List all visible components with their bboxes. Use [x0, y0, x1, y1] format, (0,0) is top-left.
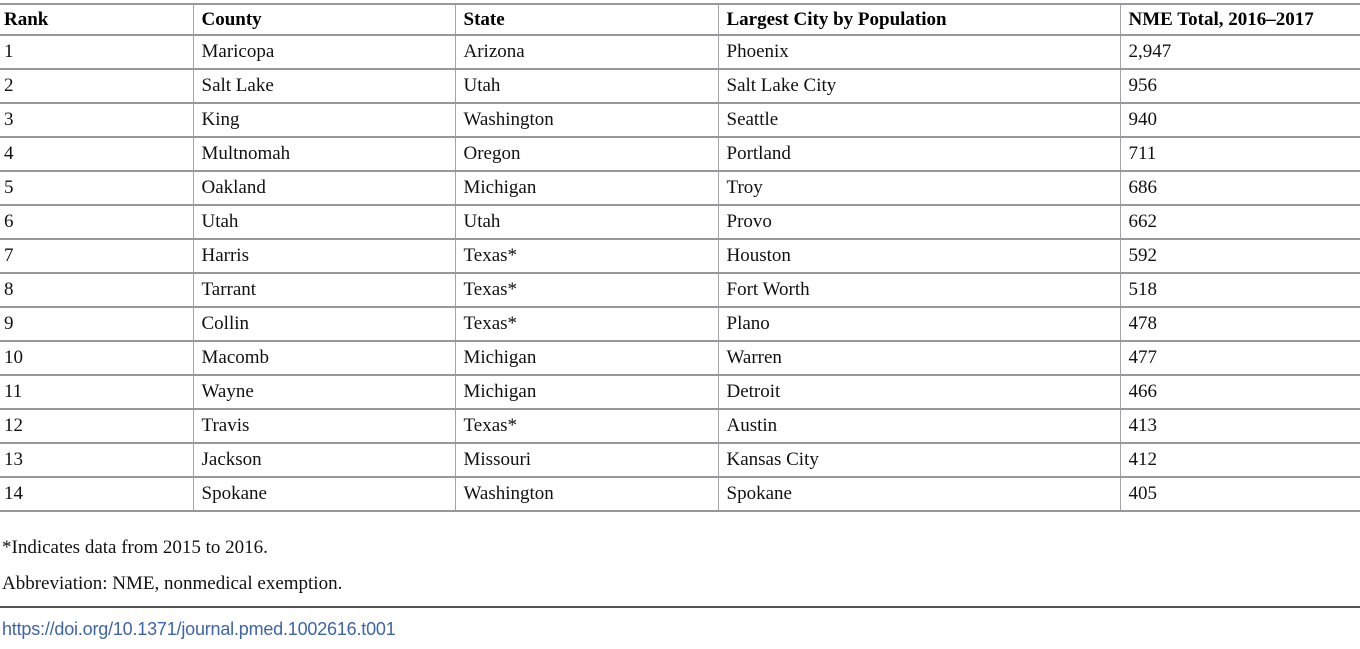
cell-county: Multnomah — [192, 137, 455, 172]
cell-county: Wayne — [192, 375, 455, 410]
cell-largest-city: Seattle — [717, 103, 1120, 138]
cell-state: Arizona — [454, 35, 718, 70]
header-row: Rank County State Largest City by Popula… — [0, 3, 1360, 36]
cell-rank: 5 — [0, 171, 193, 206]
table-row: 8 Tarrant Texas* Fort Worth 518 — [0, 273, 1360, 308]
cell-nme-total: 940 — [1119, 103, 1360, 138]
cell-nme-total: 686 — [1119, 171, 1360, 206]
table-row: 12 Travis Texas* Austin 413 — [0, 409, 1360, 444]
col-header-county: County — [192, 3, 455, 36]
cell-state: Texas* — [454, 239, 718, 274]
cell-largest-city: Plano — [717, 307, 1120, 342]
table-row: 13 Jackson Missouri Kansas City 412 — [0, 443, 1360, 478]
cell-state: Michigan — [454, 341, 718, 376]
col-header-state: State — [454, 3, 718, 36]
cell-nme-total: 2,947 — [1119, 35, 1360, 70]
cell-largest-city: Troy — [717, 171, 1120, 206]
table-row: 3 King Washington Seattle 940 — [0, 103, 1360, 138]
cell-rank: 7 — [0, 239, 193, 274]
cell-state: Texas* — [454, 273, 718, 308]
cell-rank: 12 — [0, 409, 193, 444]
cell-nme-total: 405 — [1119, 477, 1360, 512]
cell-nme-total: 518 — [1119, 273, 1360, 308]
cell-largest-city: Austin — [717, 409, 1120, 444]
table-row: 5 Oakland Michigan Troy 686 — [0, 171, 1360, 206]
cell-rank: 1 — [0, 35, 193, 70]
cell-county: Maricopa — [192, 35, 455, 70]
cell-rank: 2 — [0, 69, 193, 104]
table-row: 9 Collin Texas* Plano 478 — [0, 307, 1360, 342]
cell-nme-total: 412 — [1119, 443, 1360, 478]
cell-state: Texas* — [454, 409, 718, 444]
table-footnotes: *Indicates data from 2015 to 2016. Abbre… — [0, 530, 1360, 602]
cell-largest-city: Phoenix — [717, 35, 1120, 70]
cell-state: Utah — [454, 205, 718, 240]
cell-nme-total: 477 — [1119, 341, 1360, 376]
cell-rank: 3 — [0, 103, 193, 138]
cell-rank: 6 — [0, 205, 193, 240]
cell-state: Michigan — [454, 171, 718, 206]
cell-rank: 14 — [0, 477, 193, 512]
cell-rank: 9 — [0, 307, 193, 342]
table-row: 14 Spokane Washington Spokane 405 — [0, 477, 1360, 512]
divider-rule — [0, 606, 1360, 608]
cell-rank: 13 — [0, 443, 193, 478]
cell-rank: 11 — [0, 375, 193, 410]
table-body: 1 Maricopa Arizona Phoenix 2,947 2 Salt … — [0, 35, 1360, 512]
cell-county: King — [192, 103, 455, 138]
doi-link[interactable]: https://doi.org/10.1371/journal.pmed.100… — [2, 619, 396, 639]
cell-county: Oakland — [192, 171, 455, 206]
cell-largest-city: Portland — [717, 137, 1120, 172]
cell-county: Salt Lake — [192, 69, 455, 104]
cell-rank: 10 — [0, 341, 193, 376]
cell-largest-city: Fort Worth — [717, 273, 1120, 308]
table-row: 4 Multnomah Oregon Portland 711 — [0, 137, 1360, 172]
cell-state: Michigan — [454, 375, 718, 410]
cell-nme-total: 592 — [1119, 239, 1360, 274]
cell-state: Washington — [454, 103, 718, 138]
cell-largest-city: Salt Lake City — [717, 69, 1120, 104]
cell-county: Harris — [192, 239, 455, 274]
cell-nme-total: 956 — [1119, 69, 1360, 104]
nme-county-table: Rank County State Largest City by Popula… — [0, 3, 1360, 512]
cell-state: Oregon — [454, 137, 718, 172]
col-header-largest-city: Largest City by Population — [717, 3, 1120, 36]
cell-state: Washington — [454, 477, 718, 512]
cell-county: Travis — [192, 409, 455, 444]
cell-county: Collin — [192, 307, 455, 342]
cell-county: Utah — [192, 205, 455, 240]
cell-nme-total: 711 — [1119, 137, 1360, 172]
cell-nme-total: 478 — [1119, 307, 1360, 342]
cell-nme-total: 413 — [1119, 409, 1360, 444]
cell-state: Missouri — [454, 443, 718, 478]
table-header: Rank County State Largest City by Popula… — [0, 3, 1360, 36]
table-row: 1 Maricopa Arizona Phoenix 2,947 — [0, 35, 1360, 70]
footnote-abbreviation: Abbreviation: NME, nonmedical exemption. — [2, 573, 343, 594]
cell-largest-city: Provo — [717, 205, 1120, 240]
table-row: 11 Wayne Michigan Detroit 466 — [0, 375, 1360, 410]
cell-state: Utah — [454, 69, 718, 104]
cell-nme-total: 662 — [1119, 205, 1360, 240]
footnote-asterisk: *Indicates data from 2015 to 2016. — [2, 537, 268, 558]
cell-largest-city: Kansas City — [717, 443, 1120, 478]
table-row: 2 Salt Lake Utah Salt Lake City 956 — [0, 69, 1360, 104]
cell-largest-city: Houston — [717, 239, 1120, 274]
cell-county: Tarrant — [192, 273, 455, 308]
col-header-nme-total: NME Total, 2016–2017 — [1119, 3, 1360, 36]
table-row: 6 Utah Utah Provo 662 — [0, 205, 1360, 240]
cell-rank: 4 — [0, 137, 193, 172]
table-row: 7 Harris Texas* Houston 592 — [0, 239, 1360, 274]
cell-county: Jackson — [192, 443, 455, 478]
paper-table-figure: Rank County State Largest City by Popula… — [0, 3, 1360, 640]
col-header-rank: Rank — [0, 3, 193, 36]
cell-county: Macomb — [192, 341, 455, 376]
cell-county: Spokane — [192, 477, 455, 512]
table-row: 10 Macomb Michigan Warren 477 — [0, 341, 1360, 376]
cell-state: Texas* — [454, 307, 718, 342]
cell-largest-city: Spokane — [717, 477, 1120, 512]
cell-nme-total: 466 — [1119, 375, 1360, 410]
cell-largest-city: Detroit — [717, 375, 1120, 410]
cell-largest-city: Warren — [717, 341, 1120, 376]
cell-rank: 8 — [0, 273, 193, 308]
